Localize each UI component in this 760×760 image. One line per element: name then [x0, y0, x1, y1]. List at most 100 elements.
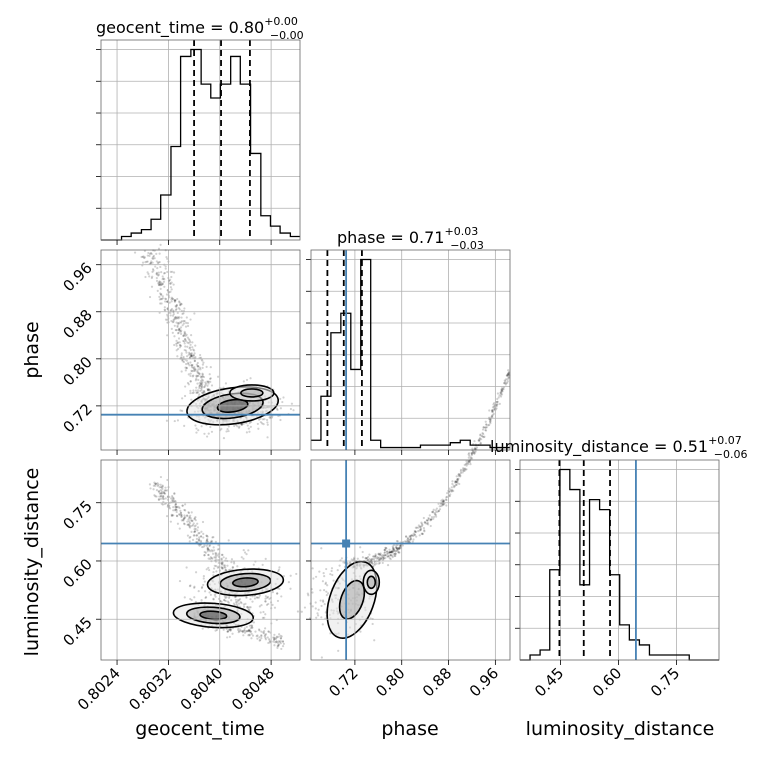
scatter-point [188, 585, 192, 588]
scatter-point [245, 630, 248, 633]
density-contour [216, 398, 249, 413]
scatter-point [277, 570, 280, 573]
scatter-point [169, 520, 172, 523]
scatter-point [256, 422, 259, 426]
scatter-point [433, 513, 437, 516]
scatter-point [394, 554, 397, 557]
scatter-point [184, 338, 187, 341]
scatter-point [467, 452, 471, 455]
scatter-point [405, 540, 408, 543]
scatter-point [396, 543, 399, 547]
scatter-point [204, 551, 207, 554]
scatter-point [479, 441, 482, 445]
scatter-point [258, 594, 261, 597]
scatter-point [454, 480, 457, 483]
scatter-point [156, 267, 159, 270]
scatter-point [437, 509, 441, 513]
scatter-point [166, 300, 169, 303]
scatter-point [260, 635, 263, 638]
scatter-point [190, 355, 193, 358]
scatter-point [189, 318, 192, 321]
scatter-point [507, 369, 510, 372]
scatter-point [370, 558, 373, 561]
scatter-point [428, 514, 431, 517]
scatter-point [264, 595, 267, 598]
scatter-point [410, 534, 413, 537]
scatter-point [151, 261, 154, 264]
scatter-point [503, 382, 506, 385]
scatter-point [323, 603, 326, 606]
scatter-point [374, 556, 377, 559]
scatter-point [206, 388, 210, 392]
scatter-point [152, 254, 156, 257]
scatter-point [203, 550, 206, 554]
scatter-point [247, 630, 251, 633]
reference-lines-layer [101, 40, 637, 660]
scatter-point [192, 369, 195, 372]
scatter-point [174, 503, 177, 506]
scatter-point [224, 382, 228, 385]
scatter-point [161, 494, 165, 497]
density-contour [326, 560, 378, 639]
scatter-point [267, 638, 271, 641]
scatter-point [168, 282, 172, 285]
scatter-point [248, 430, 251, 433]
scatter-point [381, 561, 384, 565]
scatter-point [452, 489, 455, 493]
scatter-point [254, 630, 257, 633]
scatter-point [205, 365, 208, 368]
scatter-point [160, 486, 163, 489]
scatter-point [196, 365, 200, 368]
scatter-point [212, 574, 215, 577]
scatter-point [183, 333, 186, 336]
scatter-point [185, 566, 188, 569]
ytick-label-phase: 0.96 [59, 259, 95, 295]
scatter-point [184, 345, 187, 348]
scatter-point [212, 535, 215, 539]
scatter-point [500, 391, 503, 394]
scatter-point [201, 372, 204, 375]
scatter-point [200, 599, 203, 602]
scatter-point [190, 353, 193, 356]
scatter-point [467, 461, 470, 464]
scatter-point [191, 519, 194, 522]
scatter-point [172, 497, 175, 500]
scatter-point [175, 349, 178, 352]
scatter-point [315, 616, 318, 619]
scatter-point [249, 630, 253, 633]
grid-layer [101, 40, 719, 660]
scatter-point [179, 302, 183, 305]
scatter-point [506, 378, 509, 381]
scatter-point [437, 509, 440, 512]
scatter-point [477, 439, 480, 442]
scatter-point [217, 544, 220, 547]
scatter-point [243, 605, 246, 608]
scatter-point [178, 343, 181, 347]
scatter-point [470, 457, 474, 460]
scatter-point [181, 360, 184, 363]
scatter-point [379, 553, 382, 556]
scatter-point [198, 531, 201, 535]
scatter-point [156, 484, 159, 487]
scatter-point [247, 634, 250, 637]
scatter-point [364, 556, 367, 560]
scatter-point [202, 577, 205, 580]
scatter-point [178, 506, 181, 510]
scatter-point [227, 429, 230, 433]
scatter-point [163, 489, 167, 492]
scatter-point [387, 555, 390, 558]
scatter-point [415, 535, 418, 538]
scatter-point [210, 384, 214, 387]
scatter-point [203, 554, 206, 557]
scatter-point [480, 434, 483, 438]
scatter-point [164, 300, 167, 303]
scatter-point [474, 447, 477, 451]
scatter-point [179, 409, 182, 412]
density-contour [240, 388, 264, 398]
scatter-point [149, 261, 152, 265]
scatter-point [159, 302, 162, 305]
scatter-point [277, 643, 280, 646]
scatter-point [145, 260, 148, 263]
scatter-point [215, 565, 218, 568]
scatter-point [197, 378, 200, 382]
